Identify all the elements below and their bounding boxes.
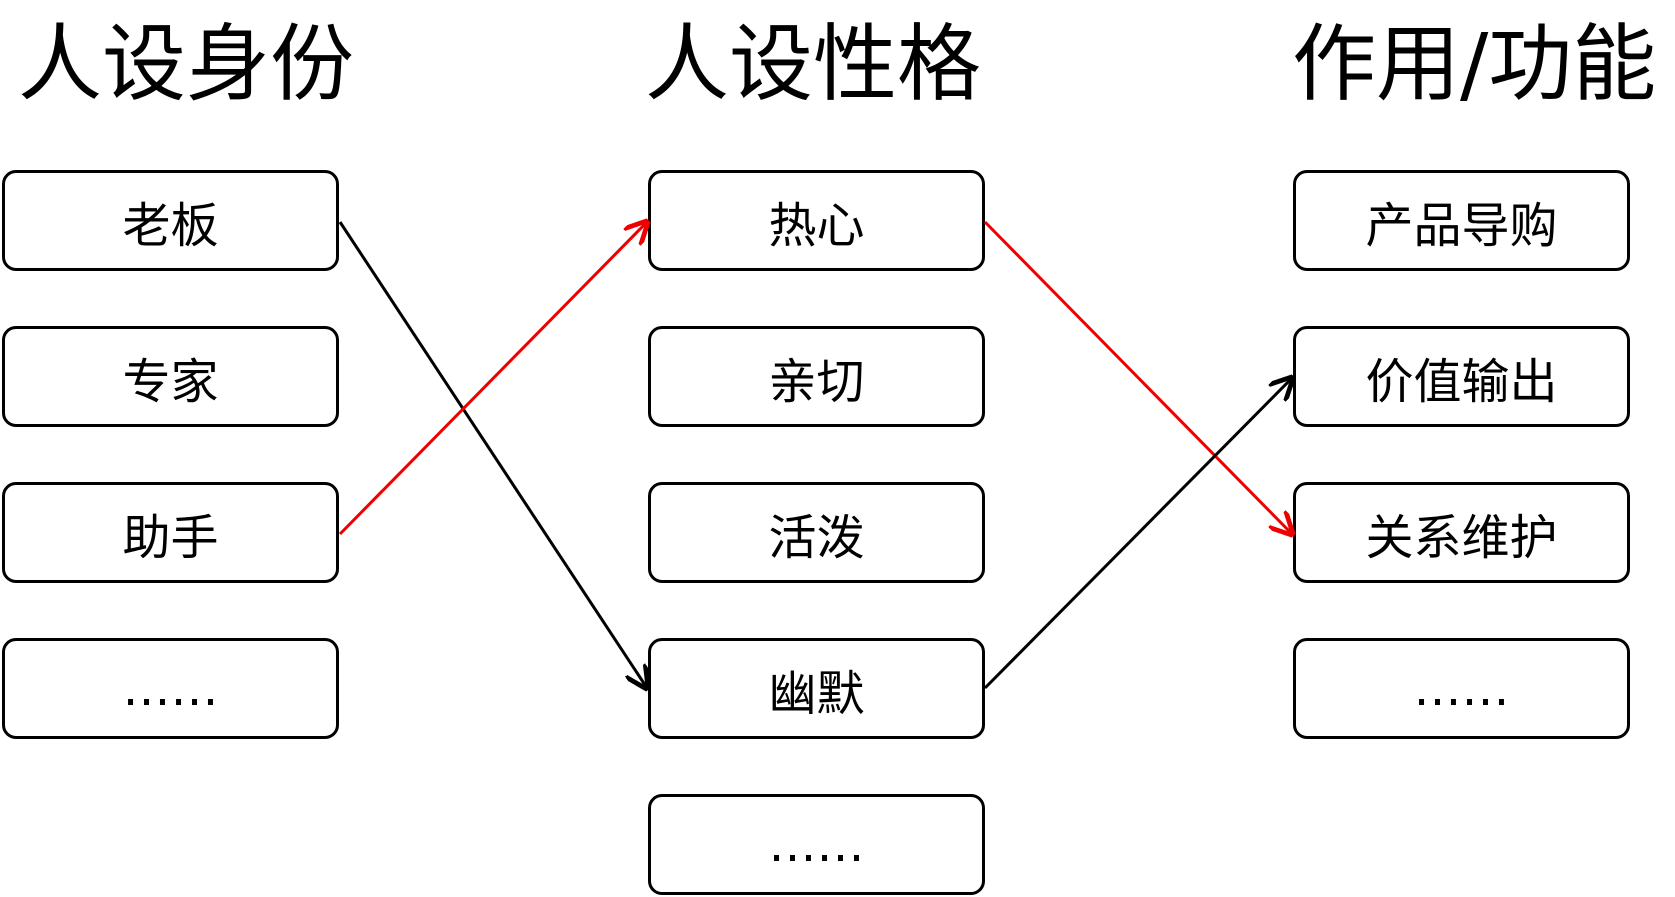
arrow (338, 221, 647, 688)
column-title: 作用/功能 (1292, 15, 1657, 113)
item-box: 老板 (2, 170, 339, 271)
item-box: 活泼 (648, 482, 985, 583)
arrow (983, 378, 1292, 690)
item-box: …… (2, 638, 339, 739)
item-box: 亲切 (648, 326, 985, 427)
item-box: …… (648, 794, 985, 895)
column-title: 人设身份 (18, 15, 355, 113)
item-box: …… (1293, 638, 1630, 739)
item-box: 关系维护 (1293, 482, 1630, 583)
item-box: 热心 (648, 170, 985, 271)
arrow (983, 220, 1292, 534)
item-box: 产品导购 (1293, 170, 1630, 271)
item-box: 专家 (2, 326, 339, 427)
column-title: 人设性格 (645, 15, 982, 113)
arrow (338, 222, 647, 536)
item-box: 幽默 (648, 638, 985, 739)
item-box: 价值输出 (1293, 326, 1630, 427)
item-box: 助手 (2, 482, 339, 583)
